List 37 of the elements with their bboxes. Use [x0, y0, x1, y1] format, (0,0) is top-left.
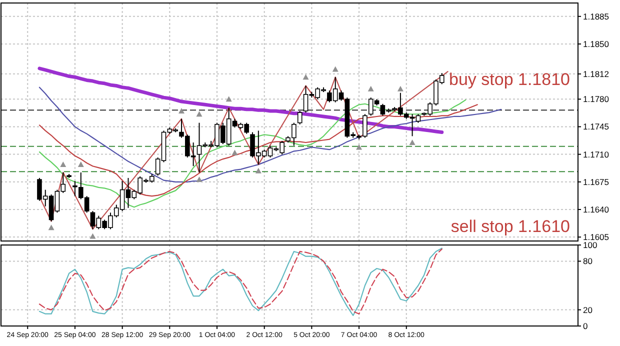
- point: [232, 150, 238, 156]
- y-tick-label: 1.1605: [583, 232, 610, 242]
- y-tick-label: 20: [583, 304, 593, 315]
- candlestick: [297, 110, 302, 125]
- point: [48, 224, 54, 230]
- y-tick-label: 1.1885: [583, 11, 610, 22]
- point: [226, 96, 232, 102]
- y-tick-label: 1.1745: [583, 122, 610, 132]
- point: [397, 86, 404, 92]
- point: [178, 108, 184, 114]
- point: [78, 162, 84, 168]
- y-tick-label: 1.1640: [583, 204, 610, 214]
- y-tick-label: 1.1850: [583, 38, 610, 49]
- point: [356, 144, 362, 150]
- y-tick-label: 1.1812: [583, 68, 610, 79]
- y-tick-label: 0: [583, 320, 588, 331]
- y-tick-label: 1.1710: [583, 149, 610, 160]
- point: [302, 74, 309, 80]
- y-tick-label: 100: [583, 240, 598, 250]
- point: [255, 168, 262, 174]
- annotation: sell stop 1.1610: [450, 216, 570, 236]
- candlestick: [72, 180, 78, 197]
- point: [196, 111, 202, 117]
- point: [196, 176, 202, 182]
- annotation: buy stop 1.1810: [449, 70, 570, 89]
- line-series: [38, 86, 502, 182]
- point: [368, 86, 374, 92]
- point: [332, 66, 338, 72]
- point: [409, 139, 416, 145]
- point: [60, 162, 66, 168]
- line-series: [38, 71, 448, 230]
- y-tick-label: 1.1780: [583, 94, 610, 104]
- line-series: [38, 104, 478, 197]
- point: [90, 233, 96, 239]
- y-tick-label: 1.1675: [583, 176, 610, 187]
- y-tick-label: 80: [583, 256, 593, 266]
- line-series: [38, 66, 444, 134]
